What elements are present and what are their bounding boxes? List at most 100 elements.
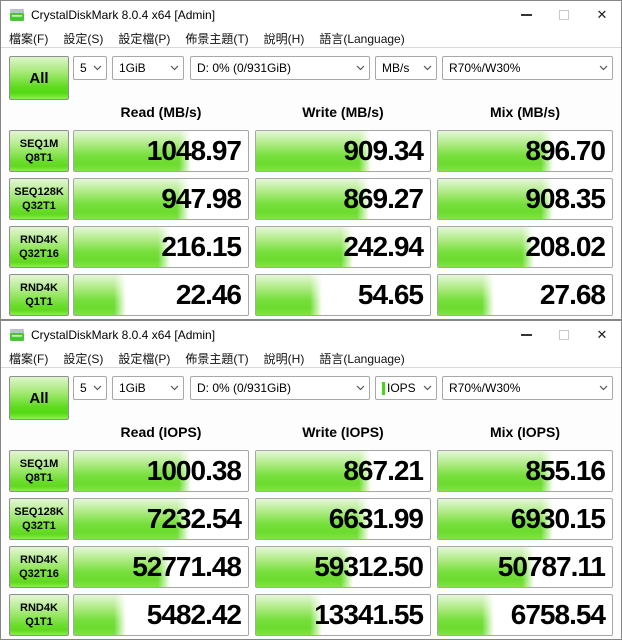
close-button[interactable]: ✕ <box>596 7 608 22</box>
minimize-icon <box>520 14 532 16</box>
unit-selection-mark <box>382 381 385 395</box>
result-rows: SEQ1M Q8T1 1000.38 867.21 855.16 SEQ128K… <box>9 444 621 636</box>
app-icon <box>10 329 24 341</box>
result-bar <box>256 179 370 219</box>
maximize-button[interactable] <box>545 321 583 349</box>
chevron-down-icon <box>423 385 432 391</box>
menu-settings[interactable]: 設定(S) <box>63 351 104 366</box>
result-cell: 54.65 <box>255 274 431 316</box>
result-cell: 896.70 <box>437 130 613 172</box>
menu-profile[interactable]: 設定檔(P) <box>118 31 171 46</box>
result-value: 855.16 <box>525 455 606 486</box>
test-count-select[interactable]: 5 <box>73 376 107 400</box>
result-value: 867.21 <box>343 455 424 486</box>
chevron-down-icon <box>93 65 102 71</box>
result-cell: 869.27 <box>255 178 431 220</box>
result-cell: 5482.42 <box>73 594 249 636</box>
mix-ratio-select[interactable]: R70%/W30% <box>442 376 613 400</box>
result-value: 54.65 <box>357 279 424 310</box>
table-row: RND4K Q1T1 22.46 54.65 27.68 <box>9 274 621 316</box>
result-bar <box>74 547 170 587</box>
run-rnd4k-q1t1-button[interactable]: RND4K Q1T1 <box>9 274 69 316</box>
title-bar[interactable]: CrystalDiskMark 8.0.4 x64 [Admin] ✕ <box>1 1 621 29</box>
minimize-button[interactable] <box>507 321 545 349</box>
title-bar[interactable]: CrystalDiskMark 8.0.4 x64 [Admin] ✕ <box>1 321 621 349</box>
result-bar <box>74 179 189 219</box>
result-cell: 908.35 <box>437 178 613 220</box>
menu-bar: 檔案(F) 設定(S) 設定檔(P) 佈景主題(T) 說明(H) 語言(Lang… <box>1 29 621 48</box>
target-drive-select[interactable]: D: 0% (0/931GiB) <box>190 376 370 400</box>
table-row: SEQ128K Q32T1 947.98 869.27 908.35 <box>9 178 621 220</box>
result-bar <box>256 499 370 539</box>
window-title: CrystalDiskMark 8.0.4 x64 [Admin] <box>31 328 216 342</box>
result-bar <box>438 275 494 315</box>
run-seq128k-q32t1-button[interactable]: SEQ128K Q32T1 <box>9 498 69 540</box>
close-button[interactable]: ✕ <box>596 327 608 342</box>
result-bar <box>438 451 553 491</box>
result-value: 6930.15 <box>510 503 606 534</box>
result-value: 50787.11 <box>497 551 606 582</box>
result-bar <box>256 451 371 491</box>
maximize-icon <box>559 330 569 340</box>
result-bar <box>438 547 534 587</box>
menu-theme[interactable]: 佈景主題(T) <box>185 351 249 366</box>
target-drive-select[interactable]: D: 0% (0/931GiB) <box>190 56 370 80</box>
mix-header: Mix (IOPS) <box>489 424 560 440</box>
window-controls: ✕ <box>507 1 621 29</box>
menu-settings[interactable]: 設定(S) <box>63 31 104 46</box>
maximize-button[interactable] <box>545 1 583 29</box>
result-value: 242.94 <box>343 231 424 262</box>
run-seq1m-q8t1-button[interactable]: SEQ1M Q8T1 <box>9 130 69 172</box>
result-rows: SEQ1M Q8T1 1048.97 909.34 896.70 SEQ128K… <box>9 124 621 316</box>
run-seq1m-q8t1-button[interactable]: SEQ1M Q8T1 <box>9 450 69 492</box>
result-bar <box>74 227 170 267</box>
result-value: 909.34 <box>343 135 424 166</box>
run-seq128k-q32t1-button[interactable]: SEQ128K Q32T1 <box>9 178 69 220</box>
run-rnd4k-q32t16-button[interactable]: RND4K Q32T16 <box>9 226 69 268</box>
unit-select[interactable]: IOPS <box>375 376 437 400</box>
cdm-window-iops: CrystalDiskMark 8.0.4 x64 [Admin] ✕ 檔案(F… <box>0 320 622 640</box>
chevron-down-icon <box>356 385 365 391</box>
read-header: Read (MB/s) <box>120 104 202 120</box>
toolbar: All 5 1GiB D: 0% (0/931GiB) <box>9 376 621 420</box>
run-all-button[interactable]: All <box>9 376 69 420</box>
result-cell: 6631.99 <box>255 498 431 540</box>
cdm-window-mbs: CrystalDiskMark 8.0.4 x64 [Admin] ✕ 檔案(F… <box>0 0 622 320</box>
menu-help[interactable]: 說明(H) <box>263 351 305 366</box>
result-value: 52771.48 <box>132 551 242 582</box>
result-bar <box>256 131 371 171</box>
run-rnd4k-q1t1-button[interactable]: RND4K Q1T1 <box>9 594 69 636</box>
write-header: Write (MB/s) <box>302 104 384 120</box>
test-count-select[interactable]: 5 <box>73 56 107 80</box>
result-cell: 13341.55 <box>255 594 431 636</box>
menu-file[interactable]: 檔案(F) <box>9 31 49 46</box>
mix-ratio-select[interactable]: R70%/W30% <box>442 56 613 80</box>
result-cell: 22.46 <box>73 274 249 316</box>
window-controls: ✕ <box>507 321 621 349</box>
chevron-down-icon <box>599 385 608 391</box>
menu-theme[interactable]: 佈景主題(T) <box>185 31 249 46</box>
chevron-down-icon <box>170 385 179 391</box>
result-value: 5482.42 <box>146 599 242 630</box>
result-bar <box>256 275 323 315</box>
menu-bar: 檔案(F) 設定(S) 設定檔(P) 佈景主題(T) 說明(H) 語言(Lang… <box>1 349 621 368</box>
test-size-select[interactable]: 1GiB <box>112 376 184 400</box>
read-header: Read (IOPS) <box>120 424 202 440</box>
menu-profile[interactable]: 設定檔(P) <box>118 351 171 366</box>
minimize-icon <box>520 334 532 336</box>
menu-file[interactable]: 檔案(F) <box>9 351 49 366</box>
unit-select[interactable]: MB/s <box>375 56 437 80</box>
write-header: Write (IOPS) <box>302 424 384 440</box>
menu-language[interactable]: 語言(Language) <box>319 31 405 46</box>
table-row: SEQ1M Q8T1 1048.97 909.34 896.70 <box>9 130 621 172</box>
menu-help[interactable]: 說明(H) <box>263 31 305 46</box>
test-size-select[interactable]: 1GiB <box>112 56 184 80</box>
minimize-button[interactable] <box>507 1 545 29</box>
menu-language[interactable]: 語言(Language) <box>319 351 405 366</box>
result-cell: 909.34 <box>255 130 431 172</box>
result-value: 896.70 <box>525 135 606 166</box>
run-all-button[interactable]: All <box>9 56 69 100</box>
run-rnd4k-q32t16-button[interactable]: RND4K Q32T16 <box>9 546 69 588</box>
maximize-icon <box>559 10 569 20</box>
